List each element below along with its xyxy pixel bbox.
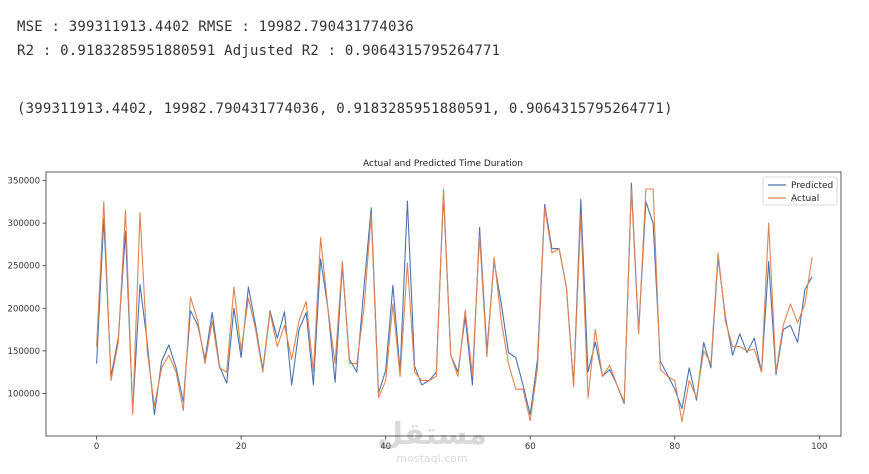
x-tick-label: 0: [94, 442, 99, 452]
plot-frame: [45, 171, 842, 437]
x-tick-label: 80: [669, 442, 680, 452]
metrics-line-2: R2 : 0.9183285951880591 Adjusted R2 : 0.…: [17, 43, 501, 59]
legend-label-actual: Actual: [791, 194, 819, 204]
chart-legend: Predicted Actual: [762, 176, 838, 206]
legend-label-predicted: Predicted: [791, 181, 833, 191]
series-line-actual: [96, 188, 813, 423]
metrics-tuple-output: (399311913.4402, 19982.790431774036, 0.9…: [17, 101, 673, 117]
metrics-line-1: MSE : 399311913.4402 RMSE : 19982.790431…: [17, 19, 414, 35]
chart-plot-area: [96, 182, 813, 423]
y-tick-label: 100000: [8, 389, 40, 399]
y-tick-label: 250000: [8, 262, 40, 272]
x-tick-label: 100: [811, 442, 827, 452]
series-line-predicted: [96, 182, 813, 416]
watermark-url: mostaql.com: [396, 452, 467, 465]
y-tick-label: 300000: [8, 219, 40, 229]
chart-title: Actual and Predicted Time Duration: [363, 159, 523, 169]
watermark: مستقل mostaql.com: [377, 417, 487, 465]
x-tick-label: 20: [236, 442, 247, 452]
watermark-logo: مستقل: [377, 417, 487, 452]
y-tick-label: 350000: [8, 177, 40, 187]
chart-axes: 0 20 40 60 80 100 100000 150000 200000 250000 3000…: [8, 171, 842, 452]
y-tick-label: 200000: [8, 304, 40, 314]
x-tick-label: 60: [525, 442, 536, 452]
time-duration-chart: Actual and Predicted Time Duration مستقل…: [8, 159, 842, 465]
y-tick-label: 150000: [8, 347, 40, 357]
x-tick-label: 40: [380, 442, 391, 452]
